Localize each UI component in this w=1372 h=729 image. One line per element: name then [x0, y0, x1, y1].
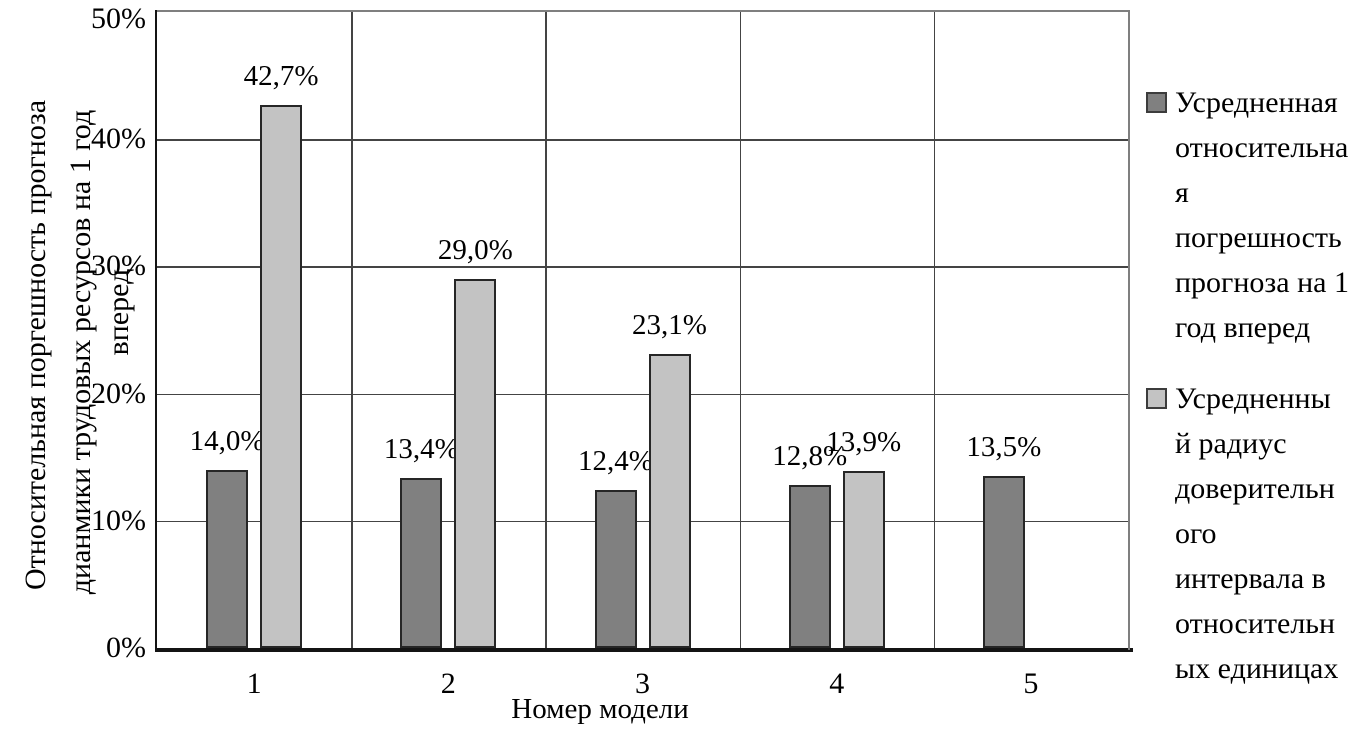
x-axis-line [155, 648, 1133, 652]
x-category-label: 5 [1023, 667, 1039, 700]
legend-line: ого [1175, 517, 1217, 550]
legend-line: Усредненная [1175, 86, 1338, 119]
bar-series1-cat5 [982, 476, 1025, 648]
v-gridline [933, 12, 936, 648]
v-gridline [351, 12, 353, 648]
chart-legend: Усредненная относительна я погрешность прогн… [1146, 80, 1372, 717]
legend-line: погрешность [1175, 221, 1342, 254]
bar-value-label: 13,9% [826, 426, 902, 459]
bar-series1-cat4 [788, 485, 831, 648]
bar-series2-cat2 [454, 279, 497, 648]
y-tick-label: 50% [91, 2, 146, 35]
y-tick-label: 40% [91, 122, 146, 156]
legend-swatch-icon [1146, 388, 1167, 409]
legend-entry-text: Усредненны й радиус доверительн ого интервал… [1175, 376, 1338, 691]
legend-line: относительн [1175, 607, 1336, 640]
legend-line: относительна [1175, 131, 1349, 164]
legend-line: ых единицах [1175, 652, 1339, 685]
bar-series1-cat3 [594, 490, 637, 648]
bar-series2-cat1 [260, 104, 303, 648]
x-category-label: 2 [440, 667, 456, 700]
legend-line: я [1175, 176, 1189, 209]
v-gridline [545, 12, 547, 648]
bar-value-label: 29,0% [437, 234, 513, 267]
bar-value-label: 12,4% [578, 445, 653, 478]
x-category-label: 4 [829, 667, 845, 700]
legend-line: й радиус [1175, 427, 1287, 460]
legend-entry-text: Усредненная относительна я погрешность прогн… [1175, 80, 1349, 350]
legend-line: год вперед [1175, 311, 1311, 344]
bar-series2-cat4 [842, 471, 885, 648]
h-gridline [157, 520, 1128, 523]
bar-value-label: 12,8% [772, 440, 848, 473]
legend-line: Усредненны [1175, 382, 1331, 415]
legend-swatch-icon [1146, 92, 1167, 113]
legend-entry-2: Усредненны й радиус доверительн ого интервал… [1146, 376, 1372, 691]
bar-value-label: 13,5% [966, 431, 1042, 464]
y-tick-label: 20% [91, 376, 146, 410]
plot-border-right [1128, 10, 1130, 650]
legend-line: прогноза на 1 [1175, 266, 1349, 299]
legend-entry-1: Усредненная относительна я погрешность прогн… [1146, 80, 1372, 350]
legend-line: доверительн [1175, 472, 1335, 505]
x-category-label: 3 [635, 667, 650, 700]
bar-series2-cat3 [648, 354, 691, 648]
x-category-label: 1 [246, 667, 262, 700]
v-gridline [739, 12, 742, 648]
bar-value-label: 42,7% [243, 59, 319, 92]
y-tick-label: 30% [91, 249, 146, 283]
h-gridline [157, 139, 1128, 141]
y-axis-tick-labels: 0% 10% 20% 30% 40% 50% [0, 0, 149, 729]
h-gridline [157, 266, 1128, 268]
y-tick-label: 0% [106, 631, 146, 664]
bar-series1-cat2 [400, 477, 443, 648]
bar-value-label: 14,0% [189, 424, 265, 457]
h-gridline [157, 393, 1128, 396]
plot-area: 14,0% 13,4% 12,4% 12,8% 13,5% 42,7% 29,0% 23,1%… [157, 12, 1128, 648]
y-axis-line [155, 10, 157, 652]
bar-value-label: 23,1% [632, 309, 707, 342]
plot-border-top [157, 10, 1130, 12]
x-axis-title: Номер модели [511, 693, 689, 725]
legend-line: интервала в [1175, 562, 1326, 595]
bar-value-label: 13,4% [383, 432, 459, 465]
bar-series1-cat1 [206, 469, 249, 648]
y-tick-label: 10% [91, 503, 146, 537]
